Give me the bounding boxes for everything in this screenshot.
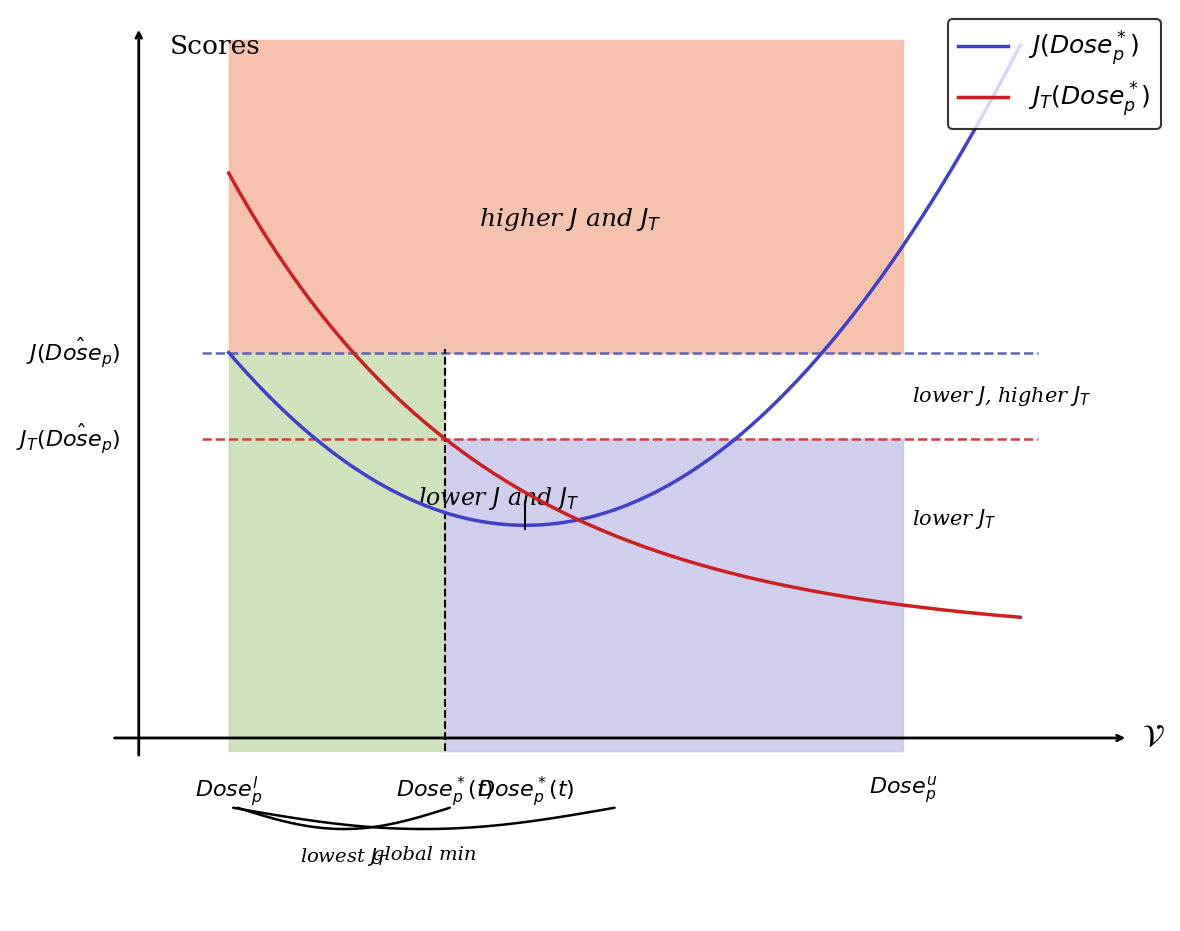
Text: $\mathcal{V}$: $\mathcal{V}$: [1141, 722, 1165, 753]
Text: Scores: Scores: [170, 34, 261, 59]
Text: lower $J$ and $J_T$: lower $J$ and $J_T$: [418, 485, 579, 512]
Text: higher $J$ and $J_T$: higher $J$ and $J_T$: [479, 206, 662, 233]
Text: $J_T(\hat{Dose}_p)$: $J_T(\hat{Dose}_p)$: [17, 422, 120, 456]
Text: lower $J$, higher $J_T$: lower $J$, higher $J_T$: [912, 384, 1092, 408]
Text: $J(\hat{Dose}_p)$: $J(\hat{Dose}_p)$: [26, 335, 120, 370]
Text: global min: global min: [372, 845, 476, 864]
Text: $Dose_p^*(t)$: $Dose_p^*(t)$: [477, 775, 575, 809]
Legend: $J(Dose_p^*)$, $J_T(Dose_p^*)$: $J(Dose_p^*)$, $J_T(Dose_p^*)$: [948, 20, 1161, 129]
Text: $Dose_p^l$: $Dose_p^l$: [195, 775, 262, 809]
Text: lower $J_T$: lower $J_T$: [912, 506, 996, 531]
Text: $Dose_p^*(t)$: $Dose_p^*(t)$: [396, 775, 494, 809]
Text: $Dose_p^u$: $Dose_p^u$: [870, 775, 937, 805]
Text: lowest $J_T$: lowest $J_T$: [300, 845, 387, 868]
